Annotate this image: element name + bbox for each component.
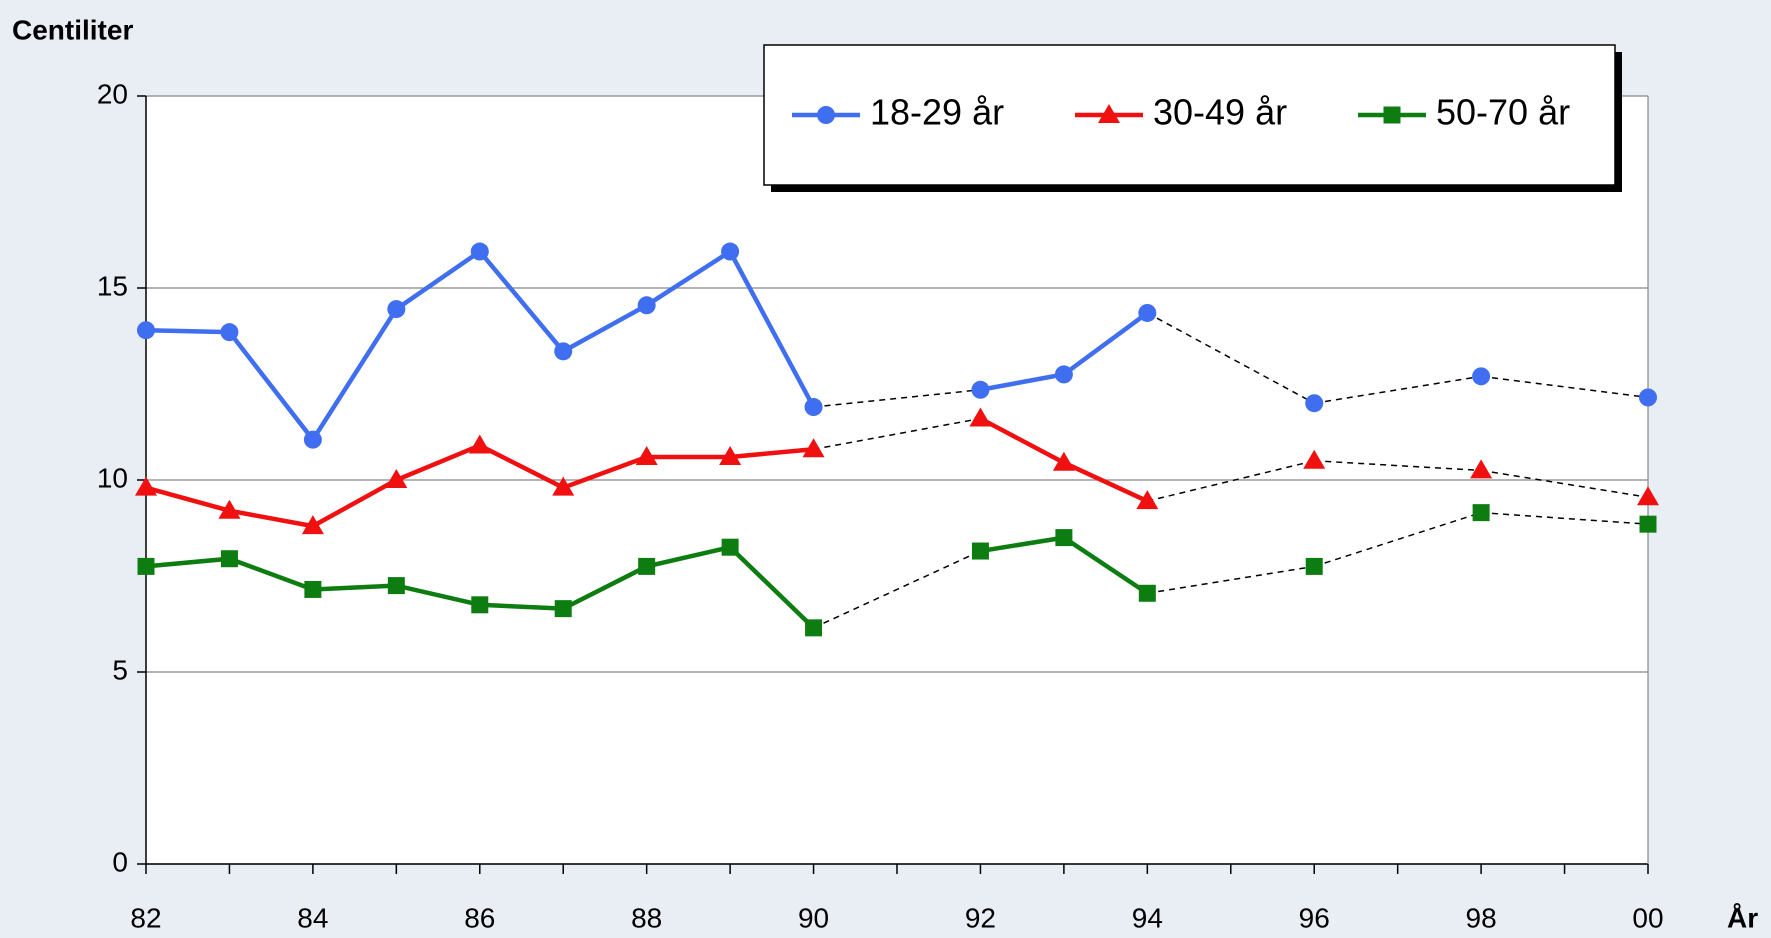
marker [471, 596, 489, 614]
marker [137, 321, 155, 340]
marker [1637, 486, 1659, 506]
marker [635, 445, 658, 465]
marker [805, 619, 823, 637]
legend-label: 18-29 år [870, 92, 1004, 133]
gap-connector [1314, 460, 1482, 472]
marker [721, 538, 739, 556]
x-tick-label: 00 [1632, 902, 1663, 933]
marker [220, 323, 239, 342]
y-tick-label: 10 [97, 462, 128, 493]
legend [763, 44, 1616, 186]
y-tick-label: 20 [97, 78, 128, 109]
marker [638, 557, 656, 575]
gap-connector [1146, 312, 1315, 404]
y-tick-label: 5 [112, 654, 128, 685]
gap-connector [1147, 460, 1315, 502]
gap-connector [813, 389, 981, 408]
gap-connector [1313, 511, 1482, 568]
marker [304, 580, 322, 598]
x-tick-label: 98 [1466, 902, 1497, 933]
marker [387, 300, 406, 319]
marker [552, 476, 575, 496]
marker [1138, 303, 1157, 322]
marker [802, 438, 825, 458]
marker [719, 445, 742, 465]
marker [1639, 388, 1657, 407]
gap-connector [1481, 511, 1649, 525]
x-tick-label: 92 [965, 902, 996, 933]
marker [1470, 459, 1493, 479]
marker [817, 106, 835, 124]
marker [1472, 504, 1490, 522]
marker [1098, 104, 1120, 123]
x-tick-label: 86 [464, 902, 495, 933]
gap-connector [813, 550, 981, 629]
x-tick-label: 90 [798, 902, 829, 933]
marker [220, 550, 238, 568]
y-tick-label: 0 [112, 846, 128, 877]
marker [971, 542, 989, 560]
marker [1303, 449, 1326, 469]
marker [554, 342, 573, 361]
marker [468, 434, 491, 454]
legend-label: 50-70 år [1436, 92, 1570, 133]
y-axis-label: Centiliter [12, 14, 133, 45]
marker [137, 557, 155, 575]
x-axis-label: År [1727, 902, 1758, 933]
marker [1052, 451, 1075, 471]
x-tick-label: 96 [1299, 902, 1330, 933]
marker [301, 515, 324, 535]
marker [1136, 490, 1159, 510]
marker [1472, 367, 1491, 386]
marker [387, 577, 405, 595]
marker [721, 242, 740, 261]
marker [1639, 515, 1657, 533]
marker [971, 380, 990, 399]
x-tick-label: 94 [1132, 902, 1163, 933]
y-tick-label: 15 [97, 270, 128, 301]
marker [135, 476, 157, 496]
marker [1383, 106, 1401, 124]
x-tick-label: 88 [631, 902, 662, 933]
marker [218, 499, 241, 519]
marker [1054, 365, 1073, 384]
marker [303, 430, 322, 449]
marker [1305, 557, 1323, 575]
marker [385, 469, 408, 488]
x-tick-label: 82 [130, 902, 161, 933]
legend-label: 30-49 år [1153, 92, 1287, 133]
marker [1138, 584, 1156, 602]
marker [804, 398, 823, 417]
marker [969, 407, 992, 427]
marker [1305, 394, 1324, 413]
marker [1055, 529, 1073, 547]
x-tick-label: 84 [297, 902, 328, 933]
marker [470, 242, 489, 261]
marker [554, 600, 572, 618]
marker [637, 296, 656, 315]
